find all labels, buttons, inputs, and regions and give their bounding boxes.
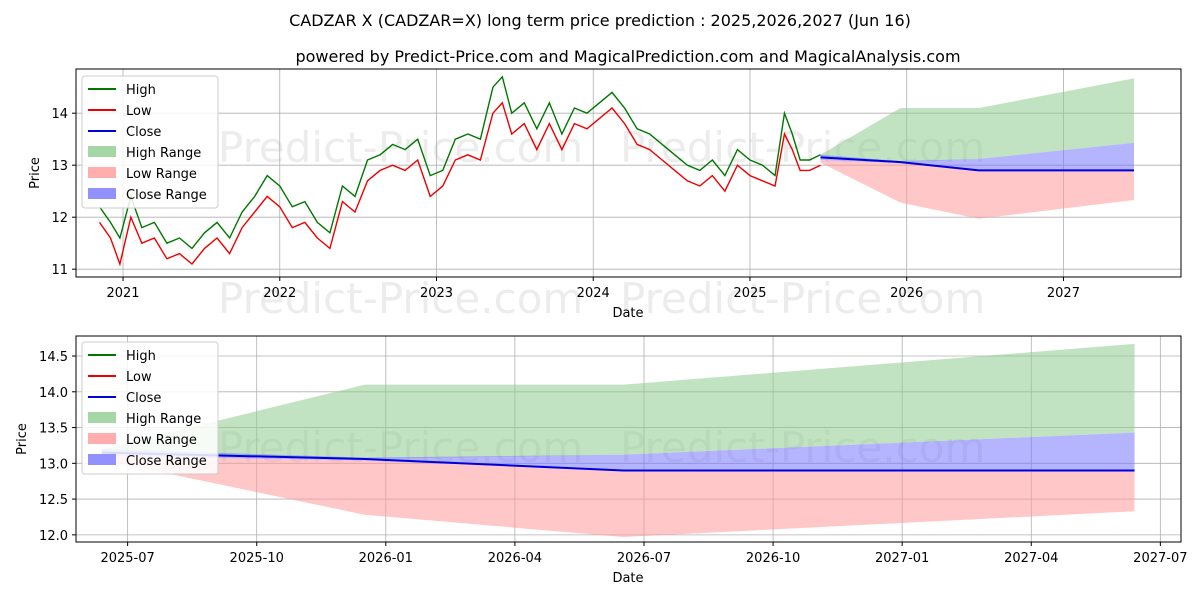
- top-y-tick-label: 11: [51, 263, 68, 278]
- bottom-legend-swatch-high-range: [88, 412, 116, 423]
- top-y-ticks: 11 12 13 14: [51, 107, 76, 278]
- bottom-x-tick-label: 2025-10: [230, 551, 284, 566]
- top-legend-label-low: Low: [126, 104, 152, 119]
- bottom-y-tick-label: 12.5: [39, 493, 68, 508]
- bottom-close-series-line: [101, 451, 1135, 472]
- top-low-range-band: [820, 160, 1134, 219]
- bottom-y-axis-label: Price: [15, 423, 30, 455]
- bottom-range-bands: [101, 343, 1135, 537]
- bottom-legend-label-high: High: [126, 349, 156, 364]
- top-range-bands: [820, 78, 1134, 219]
- bottom-panel: Predict-Price.com Predict-Price.com 2025…: [15, 335, 1188, 586]
- top-legend-label-high: High: [126, 83, 156, 98]
- top-y-tick-label: 14: [51, 107, 68, 122]
- bottom-legend-swatch-low-range: [88, 433, 116, 444]
- bottom-x-tick-label: 2026-04: [488, 551, 542, 566]
- top-high-series-line: [98, 75, 821, 250]
- top-close-series-line: [820, 156, 1134, 172]
- watermark-top-4: Predict-Price.com: [620, 274, 985, 323]
- top-high-range-band: [820, 78, 1134, 163]
- top-x-tick-label: 2024: [577, 286, 610, 301]
- top-panel: Predict-Price.com Predict-Price.com Pred…: [28, 68, 1182, 323]
- bottom-y-tick-label: 14.0: [39, 386, 68, 401]
- top-legend-swatch-close-range: [88, 188, 116, 199]
- bottom-x-tick-label: 2025-07: [100, 551, 154, 566]
- bottom-legend-label-low-range: Low Range: [126, 433, 197, 448]
- bottom-x-tick-label: 2026-10: [746, 551, 800, 566]
- top-low-series-line: [98, 101, 821, 267]
- top-x-tick-label: 2023: [420, 286, 453, 301]
- bottom-series-lines: [101, 451, 1135, 472]
- bottom-legend-label-low: Low: [126, 370, 152, 385]
- top-legend-swatch-low-range: [88, 167, 116, 178]
- top-legend-label-close: Close: [126, 125, 161, 140]
- top-x-tick-label: 2027: [1047, 286, 1080, 301]
- bottom-y-tick-label: 14.5: [39, 350, 68, 365]
- bottom-plot-frame: [75, 335, 1182, 543]
- chart-subtitle: powered by Predict-Price.com and Magical…: [295, 47, 960, 66]
- bottom-y-ticks: 12.0 12.5 13.0 13.5 14.0 14.5: [39, 350, 76, 544]
- top-y-axis-label: Price: [28, 157, 43, 189]
- top-x-tick-label: 2021: [106, 286, 139, 301]
- top-legend-label-low-range: Low Range: [126, 167, 197, 182]
- bottom-close-range-band: [101, 432, 1135, 471]
- bottom-y-tick-label: 13.0: [39, 457, 68, 472]
- bottom-x-tick-label: 2026-07: [617, 551, 671, 566]
- bottom-x-tick-label: 2026-01: [359, 551, 413, 566]
- bottom-legend-label-high-range: High Range: [126, 412, 201, 427]
- bottom-x-ticks: 2025-07 2025-10 2026-01 2026-04 2026-07 2026-…: [100, 542, 1188, 566]
- top-y-tick-label: 12: [51, 211, 68, 226]
- top-x-axis-label: Date: [612, 306, 643, 321]
- bottom-x-axis-label: Date: [612, 571, 643, 586]
- bottom-x-tick-label: 2027-01: [875, 551, 929, 566]
- top-x-tick-label: 2026: [890, 286, 923, 301]
- bottom-high-range-band: [101, 343, 1135, 460]
- bottom-y-tick-label: 13.5: [39, 422, 68, 437]
- top-plot-frame: [75, 68, 1182, 278]
- top-legend-label-high-range: High Range: [126, 146, 201, 161]
- bottom-x-tick-label: 2027-07: [1133, 551, 1187, 566]
- watermark-top-3: Predict-Price.com: [218, 274, 583, 323]
- bottom-low-range-band: [101, 456, 1135, 537]
- bottom-legend: High Low Close High Range Low Range Close Ran…: [81, 341, 219, 475]
- top-legend-label-close-range: Close Range: [126, 188, 207, 203]
- top-y-tick-label: 13: [51, 159, 68, 174]
- top-legend: High Low Close High Range Low Range Close Ran…: [81, 75, 219, 209]
- chart-title: CADZAR X (CADZAR=X) long term price pred…: [289, 11, 911, 30]
- bottom-x-tick-label: 2027-04: [1004, 551, 1058, 566]
- top-x-tick-label: 2025: [733, 286, 766, 301]
- top-x-ticks: 2021 2022 2023 2024 2025 2026 2027: [106, 277, 1080, 301]
- top-legend-swatch-high-range: [88, 146, 116, 157]
- bottom-y-tick-label: 12.0: [39, 529, 68, 544]
- top-close-range-band: [820, 142, 1134, 171]
- top-series-lines: [98, 75, 1134, 267]
- bottom-legend-label-close: Close: [126, 391, 161, 406]
- top-gridlines: [76, 69, 1181, 277]
- top-x-tick-label: 2022: [263, 286, 296, 301]
- bottom-legend-label-close-range: Close Range: [126, 454, 207, 469]
- bottom-legend-swatch-close-range: [88, 454, 116, 465]
